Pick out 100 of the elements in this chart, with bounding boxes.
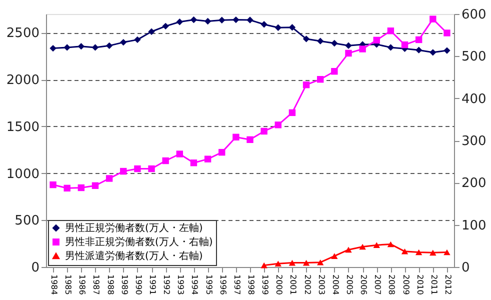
point: [204, 18, 212, 25]
y-tick-label: 500: [14, 214, 40, 229]
x-tick-label: 1993: [176, 274, 186, 295]
point: [260, 128, 268, 135]
x-tick-label: 2004: [330, 274, 340, 295]
point: [218, 16, 226, 24]
x-tick-label: 1997: [232, 274, 242, 295]
point: [106, 42, 113, 50]
point: [373, 36, 380, 44]
point: [50, 181, 56, 188]
point: [316, 38, 324, 44]
point: [190, 16, 198, 24]
point: [359, 46, 366, 52]
point: [316, 259, 324, 266]
point: [92, 182, 99, 189]
legend-label: 男性派遣労働者数(万人・右軸): [65, 250, 203, 262]
y2-tick-label: 600: [462, 8, 486, 22]
x-tick-label: 2005: [344, 274, 354, 295]
point: [246, 136, 254, 144]
x-tick-label: 1985: [64, 274, 73, 295]
x-tick-label: 2007: [373, 274, 382, 295]
point: [401, 41, 408, 48]
point: [302, 81, 310, 88]
x-tick-label: 1995: [204, 274, 214, 295]
x-tick-label: 1992: [162, 274, 172, 295]
point: [120, 168, 127, 175]
point: [232, 134, 240, 140]
y-tick-label: 2500: [6, 26, 40, 42]
point: [345, 42, 352, 49]
point: [387, 44, 394, 51]
x-tick-label: 1999: [260, 274, 270, 295]
point: [92, 44, 99, 51]
point: [64, 184, 70, 192]
x-tick-label: 2008: [387, 274, 396, 295]
point: [444, 47, 450, 54]
x-tick-label: 2009: [401, 274, 410, 295]
point: [387, 28, 394, 34]
y-tick-label: 1500: [6, 120, 40, 135]
point: [302, 260, 310, 266]
legend-label: 男性正規労働者数(万人・左軸): [65, 222, 203, 234]
point: [316, 76, 324, 83]
point: [387, 241, 394, 248]
point: [148, 165, 155, 172]
point: [260, 21, 268, 28]
x-tick-label: 2002: [302, 274, 312, 295]
y-tick-label: 1000: [6, 166, 40, 182]
point: [302, 36, 310, 42]
x-tick-label: 2006: [359, 274, 368, 295]
x-tick-label: 2000: [274, 274, 284, 295]
point: [162, 157, 169, 164]
point: [204, 156, 212, 162]
x-tick-label: 1994: [190, 274, 200, 295]
point: [430, 250, 436, 256]
point: [331, 253, 338, 259]
point: [430, 16, 436, 22]
point: [274, 122, 282, 128]
x-tick-label: 1984: [50, 274, 59, 295]
x-tick-label: 2012: [443, 274, 452, 295]
x-tick-label: 1996: [218, 274, 228, 295]
point: [288, 24, 296, 31]
point: [401, 248, 408, 254]
x-tick-label: 2010: [415, 274, 424, 295]
y2-tick-label: 400: [462, 92, 486, 107]
point: [106, 175, 113, 182]
point: [345, 246, 352, 253]
x-tick-label: 1989: [120, 274, 129, 295]
point: [415, 46, 422, 54]
point: [120, 38, 127, 46]
x-tick-label: 2011: [429, 274, 438, 295]
x-tick-label: 1998: [246, 274, 256, 295]
y-tick-label: 0: [31, 260, 40, 276]
y2-tick-label: 300: [462, 134, 486, 149]
point: [331, 40, 338, 47]
point: [373, 242, 380, 248]
x-tick-label: 1988: [106, 274, 115, 295]
point: [260, 262, 268, 268]
point: [176, 18, 184, 26]
y2-tick-label: 200: [462, 176, 486, 192]
point: [148, 28, 155, 35]
point: [359, 244, 366, 250]
x-tick-label: 2001: [288, 274, 298, 295]
legend-label: 男性非正規労働者数(万人・右軸): [65, 236, 213, 248]
point: [444, 30, 450, 36]
point: [274, 24, 282, 31]
point: [176, 150, 184, 158]
point: [218, 148, 226, 156]
point: [345, 50, 352, 57]
x-tick-label: 1990: [134, 274, 143, 295]
point: [78, 184, 85, 192]
point: [78, 42, 85, 50]
point: [134, 36, 141, 44]
point: [415, 249, 422, 256]
point: [134, 165, 141, 172]
point: [430, 49, 436, 56]
x-tick-label: 1991: [148, 274, 158, 295]
y-tick-label: 2000: [6, 73, 40, 88]
point: [415, 36, 422, 44]
point: [274, 260, 282, 267]
point: [64, 44, 70, 51]
point: [232, 16, 240, 24]
